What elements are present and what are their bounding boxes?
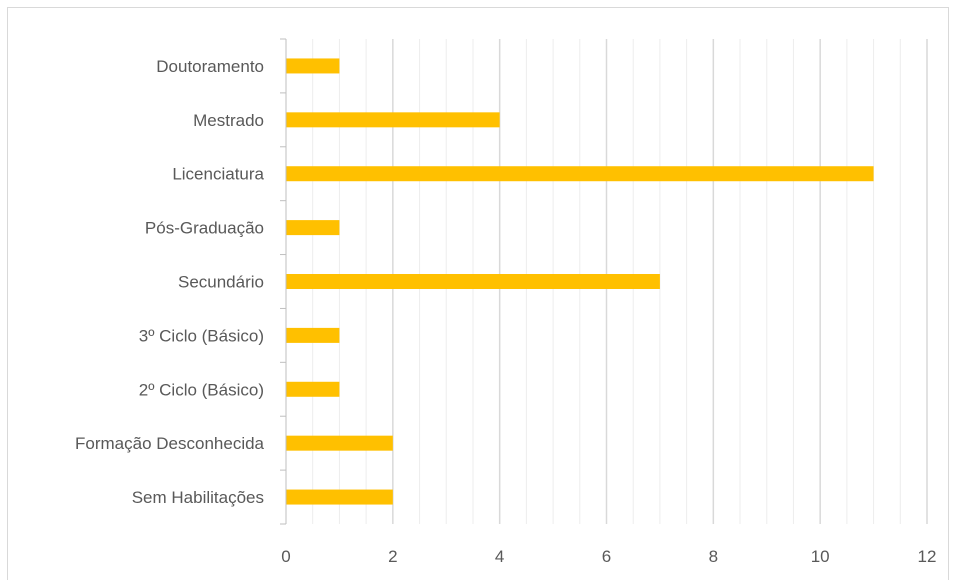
value-tick-label: 2 — [388, 547, 397, 566]
category-label: Pós-Graduação — [145, 219, 264, 238]
chart-area — [7, 7, 949, 580]
bar-forma-o-desconhecida — [286, 435, 393, 451]
value-tick-label: 6 — [602, 547, 611, 566]
category-label: Doutoramento — [156, 57, 264, 76]
value-tick-label: 0 — [281, 547, 290, 566]
bar-3-ciclo-b-sico- — [286, 327, 340, 343]
category-labels: Doutoramento Mestrado Licenciatura Pós-Grad… — [75, 57, 265, 507]
bar-doutoramento — [286, 58, 340, 74]
category-label: Sem Habilitações — [132, 488, 264, 507]
category-label: Mestrado — [193, 111, 264, 130]
bar-sem-habilita-es — [286, 489, 393, 505]
bar-secund-rio — [286, 274, 660, 289]
value-tick-label: 12 — [918, 547, 937, 566]
category-axis — [280, 38, 287, 525]
bar-mestrado — [286, 112, 500, 128]
category-label: 3º Ciclo (Básico) — [139, 326, 264, 345]
category-label: 2º Ciclo (Básico) — [139, 380, 264, 399]
bar-2-ciclo-b-sico- — [286, 381, 340, 397]
category-label: Licenciatura — [172, 165, 264, 184]
value-tick-label: 8 — [709, 547, 718, 566]
bar-licenciatura — [286, 166, 874, 182]
value-axis-ticks: 0 2 4 6 8 10 12 — [281, 547, 936, 566]
category-label: Secundário — [178, 273, 264, 292]
value-tick-label: 10 — [811, 547, 830, 566]
bars — [286, 58, 874, 505]
value-tick-label: 4 — [495, 547, 504, 566]
bar-p-s-gradua-o — [286, 220, 340, 236]
category-label: Formação Desconhecida — [75, 434, 265, 453]
